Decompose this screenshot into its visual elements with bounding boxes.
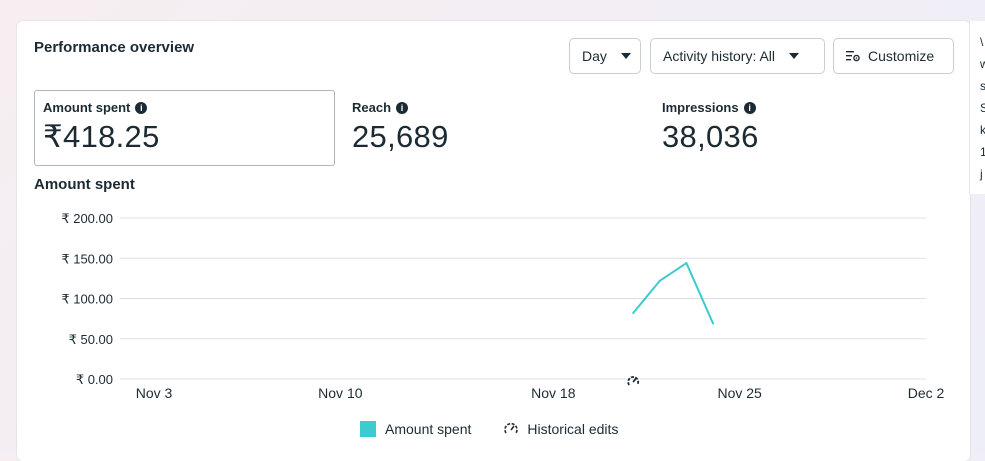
customize-button[interactable]: Customize — [833, 38, 954, 74]
legend-item-historical-edits[interactable]: Historical edits — [503, 421, 618, 437]
performance-overview-card: Performance overview Day Activity histor… — [17, 21, 970, 461]
metric-reach[interactable]: Reach i 25,689 — [343, 90, 623, 166]
x-tick-label: Nov 18 — [531, 385, 576, 401]
customize-label: Customize — [868, 48, 935, 64]
data-point — [658, 279, 661, 282]
metric-impressions[interactable]: Impressions i 38,036 — [653, 90, 933, 166]
side-panel-line: \ — [980, 35, 984, 49]
data-point — [632, 311, 635, 314]
y-tick-label: ₹ 50.00 — [69, 332, 113, 347]
day-dropdown-label: Day — [582, 48, 607, 64]
info-icon[interactable]: i — [396, 101, 409, 114]
customize-columns-icon — [846, 50, 860, 62]
side-panel-line: 1 — [980, 141, 985, 163]
side-panel-line: k — [980, 119, 985, 141]
side-panel-preview: \ w s S k 1 j — [969, 21, 985, 194]
page-title: Performance overview — [34, 39, 195, 56]
metric-value: ₹418.25 — [43, 119, 160, 154]
legend-label: Historical edits — [527, 421, 619, 437]
caret-down-icon — [789, 53, 800, 59]
amount-spent-chart: ₹ 200.00 ₹ 150.00 ₹ 100.00 ₹ 50.00 ₹ 0.00 Nov… — [61, 211, 945, 401]
info-icon[interactable]: i — [135, 101, 148, 114]
activity-history-dropdown[interactable]: Activity history: All — [650, 38, 825, 74]
legend-item-amount-spent[interactable]: Amount spent — [360, 421, 471, 437]
data-point — [712, 322, 715, 325]
y-tick-label: ₹ 150.00 — [61, 251, 113, 266]
y-tick-label: ₹ 0.00 — [76, 372, 113, 387]
metric-label: Impressions — [662, 100, 739, 115]
side-panel-line: s — [980, 75, 985, 97]
chart-legend: Amount spent Historical edits — [360, 421, 650, 437]
x-tick-label: Nov 10 — [318, 385, 363, 401]
y-tick-label: ₹ 200.00 — [61, 211, 113, 226]
side-panel-line: S — [980, 97, 985, 119]
caret-down-icon — [620, 53, 631, 59]
x-tick-label: Dec 2 — [908, 385, 945, 401]
side-panel-line: w — [980, 53, 985, 75]
historical-edit-marker-icon[interactable] — [627, 376, 640, 386]
x-tick-label: Nov 3 — [136, 385, 173, 401]
day-dropdown[interactable]: Day — [569, 38, 641, 74]
chart-title: Amount spent — [34, 176, 135, 193]
data-point — [685, 262, 688, 265]
metric-label: Amount spent — [43, 100, 131, 115]
info-icon[interactable]: i — [743, 101, 756, 114]
side-panel-line: j — [980, 167, 983, 181]
metric-value: 25,689 — [352, 119, 449, 154]
metric-value: 38,036 — [662, 119, 759, 154]
series-line — [632, 262, 714, 324]
y-tick-label: ₹ 100.00 — [61, 292, 113, 307]
historical-edits-icon — [503, 421, 519, 437]
x-tick-label: Nov 25 — [717, 385, 762, 401]
metric-label: Reach — [352, 100, 392, 115]
legend-swatch — [360, 421, 376, 437]
legend-label: Amount spent — [385, 421, 472, 437]
metric-amount-spent[interactable]: Amount spent i ₹418.25 — [34, 90, 335, 166]
activity-history-label: Activity history: All — [663, 48, 776, 64]
